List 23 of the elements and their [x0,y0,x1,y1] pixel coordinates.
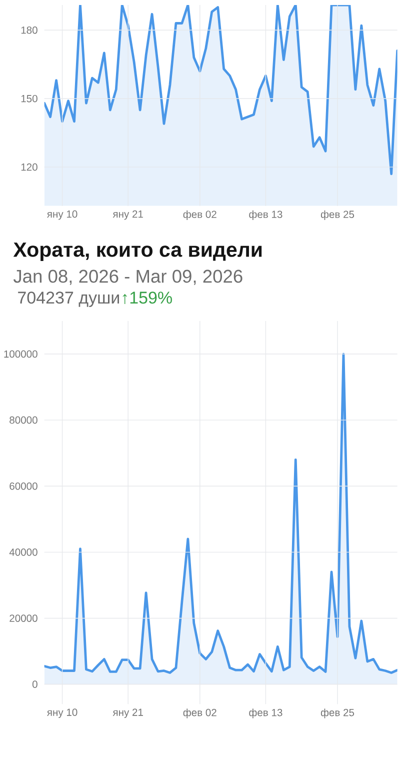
chart-subtitle: Jan 08, 2026 - Mar 09, 2026 [13,270,242,285]
x-tick-label: фев 02 [183,210,216,220]
y-tick-label: 20000 [10,614,38,622]
x-tick-label: яну 21 [112,708,143,718]
chart-title: Хората, които са видели [13,242,262,261]
x-tick-label: яну 21 [112,210,143,220]
y-tick-label: 100000 [4,350,38,358]
text: ↑159% [122,292,172,304]
x-tick-label: фев 25 [320,210,354,220]
x-tick-label: яну 10 [46,708,78,718]
x-tick-label: фев 25 [320,708,354,718]
y-tick-label: 0 [32,680,38,688]
y-tick-label: 120 [21,163,38,171]
y-tick-label: 150 [21,94,38,102]
y-tick-label: 180 [21,26,38,34]
y-tick-label: 80000 [10,416,38,424]
x-tick-label: фев 13 [249,210,282,220]
x-tick-label: фев 02 [183,708,216,718]
y-tick-label: 60000 [10,482,38,490]
text: 704237 души [18,292,119,308]
x-tick-label: фев 13 [249,708,282,718]
y-tick-label: 40000 [9,548,38,556]
x-tick-label: яну 10 [46,210,78,220]
